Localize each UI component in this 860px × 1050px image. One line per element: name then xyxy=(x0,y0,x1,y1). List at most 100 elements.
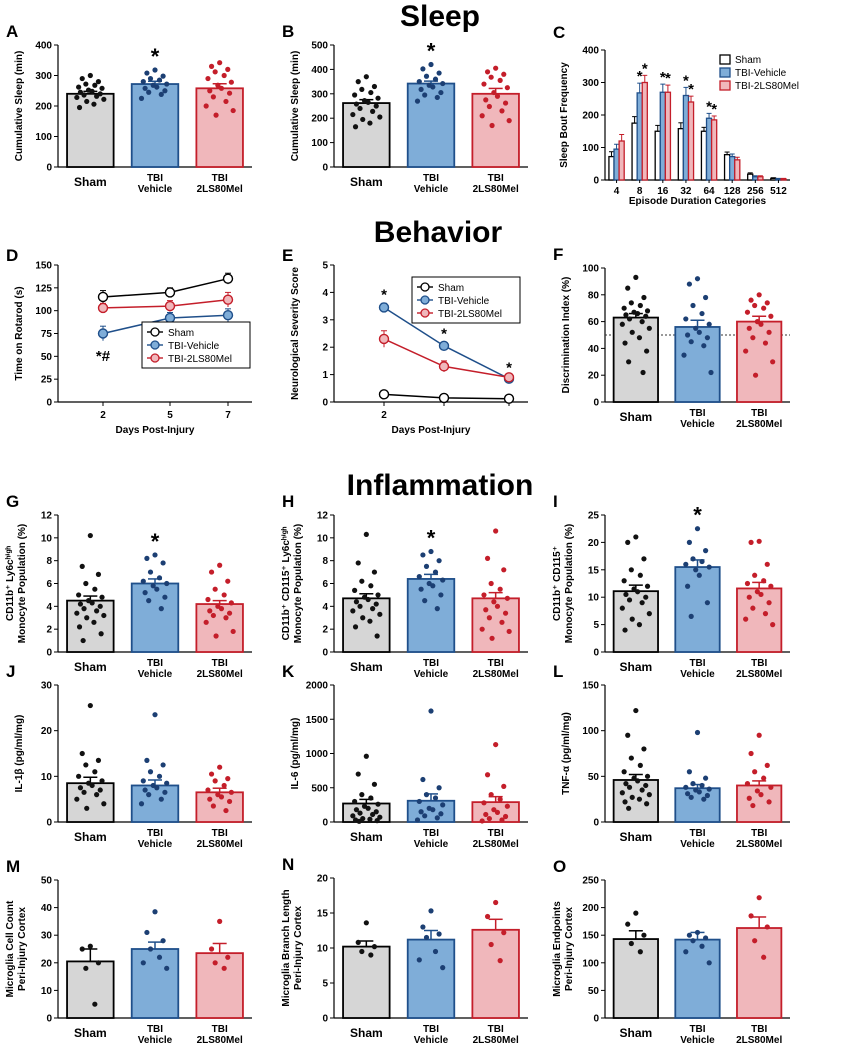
legend-marker xyxy=(420,308,430,318)
category-label-line2: 2LS80Mel xyxy=(197,839,243,850)
category-label-line2: Vehicle xyxy=(680,419,715,430)
category-label: TBI Vehicle xyxy=(414,828,449,850)
data-point xyxy=(422,92,428,98)
data-point xyxy=(74,610,80,616)
data-point xyxy=(696,572,702,578)
y-axis-label-line2: Peri-Injury Cortex xyxy=(564,907,575,991)
data-point xyxy=(87,72,93,79)
data-point xyxy=(625,539,631,546)
data-point xyxy=(375,801,381,807)
bar-tbi-2ls80mel xyxy=(710,119,718,181)
bar-tbi-2ls80mel xyxy=(780,178,787,181)
data-point xyxy=(629,794,635,800)
data-point xyxy=(138,95,145,101)
y-tick-label: 50 xyxy=(41,352,53,363)
data-point xyxy=(502,100,509,106)
data-point xyxy=(706,321,712,327)
data-point xyxy=(629,616,635,622)
data-point xyxy=(370,108,376,114)
data-point xyxy=(76,624,83,630)
data-point xyxy=(423,934,430,941)
bar-tbi-2ls80mel xyxy=(687,101,695,181)
data-point xyxy=(633,910,639,916)
data-point xyxy=(758,321,764,327)
data-point xyxy=(491,807,497,813)
data-point xyxy=(92,586,98,592)
data-point xyxy=(761,775,767,781)
y-axis-label: CD11b⁺ CD115⁺ xyxy=(552,546,563,621)
data-point xyxy=(79,946,85,952)
data-point xyxy=(628,300,634,306)
data-point xyxy=(703,775,709,781)
data-point xyxy=(367,618,373,624)
data-point xyxy=(79,563,85,569)
data-point xyxy=(221,782,227,789)
data-point xyxy=(76,592,82,598)
data-point xyxy=(89,600,95,606)
y-tick-label: 10 xyxy=(41,533,53,544)
data-point xyxy=(688,613,694,619)
data-point xyxy=(357,810,363,816)
data-point xyxy=(761,954,767,960)
y-tick-label: 25 xyxy=(588,511,600,522)
panel-i: 0 5 10 15 20 25 I CD11b⁺ CD115⁺ Monocyte Populat… xyxy=(552,492,790,680)
bar-sham xyxy=(677,127,685,181)
data-point xyxy=(502,610,509,616)
significance-mark: * xyxy=(441,326,447,343)
data-point xyxy=(154,84,160,90)
y-tick-label: 4 xyxy=(322,288,328,299)
category-label: TBI Vehicle xyxy=(414,658,449,680)
data-point xyxy=(353,807,360,813)
y-tick-label: 5 xyxy=(322,261,328,272)
significance-star: * xyxy=(151,44,160,69)
data-point xyxy=(746,325,752,331)
data-point xyxy=(363,920,369,926)
section-title-inflammation: Inflammation xyxy=(347,469,534,502)
legend-marker xyxy=(150,353,160,363)
category-label-line2: Vehicle xyxy=(680,669,715,680)
panel-e: 0 1 2 3 4 5 E Neurological Severity Score 2 Days … xyxy=(282,246,528,436)
data-point xyxy=(646,792,652,798)
bar-2 xyxy=(195,87,244,168)
data-point xyxy=(626,805,632,811)
data-point xyxy=(754,788,760,794)
data-point xyxy=(158,606,164,612)
data-point xyxy=(636,622,643,628)
data-point xyxy=(748,539,754,546)
data-point xyxy=(501,930,507,936)
legend-box xyxy=(411,276,521,324)
bar-tbi-vehicle xyxy=(659,91,667,181)
y-tick-label: 100 xyxy=(311,138,328,149)
data-point xyxy=(744,309,751,315)
data-point xyxy=(210,803,216,809)
data-point xyxy=(84,805,90,811)
bar-1 xyxy=(406,578,456,653)
data-point xyxy=(690,781,696,787)
data-point xyxy=(92,82,98,88)
panel-label: M xyxy=(6,857,20,876)
bar-0 xyxy=(66,782,115,823)
data-point xyxy=(493,528,499,534)
data-point xyxy=(371,781,378,787)
data-point xyxy=(744,781,751,787)
category-label: TBI Vehicle xyxy=(138,828,173,850)
data-point xyxy=(420,776,426,783)
y-tick-label: 1 xyxy=(322,370,328,381)
category-label-line2: Vehicle xyxy=(138,184,173,195)
category-label: TBI 2LS80Mel xyxy=(473,828,519,850)
data-point xyxy=(367,120,373,126)
y-tick-label: 2 xyxy=(46,625,52,636)
data-point xyxy=(479,113,485,119)
data-point xyxy=(491,599,497,605)
y-tick-label: 10 xyxy=(41,772,53,783)
data-point xyxy=(146,89,152,95)
data-point xyxy=(363,74,369,80)
data-point xyxy=(414,817,421,823)
y-axis-label: IL-6 (pg/ml/mg) xyxy=(290,718,301,790)
series-point xyxy=(503,393,515,404)
y-tick-label: 4 xyxy=(322,602,328,613)
data-point xyxy=(770,359,776,365)
y-tick-label: 0 xyxy=(322,818,328,829)
series-point xyxy=(97,328,109,339)
